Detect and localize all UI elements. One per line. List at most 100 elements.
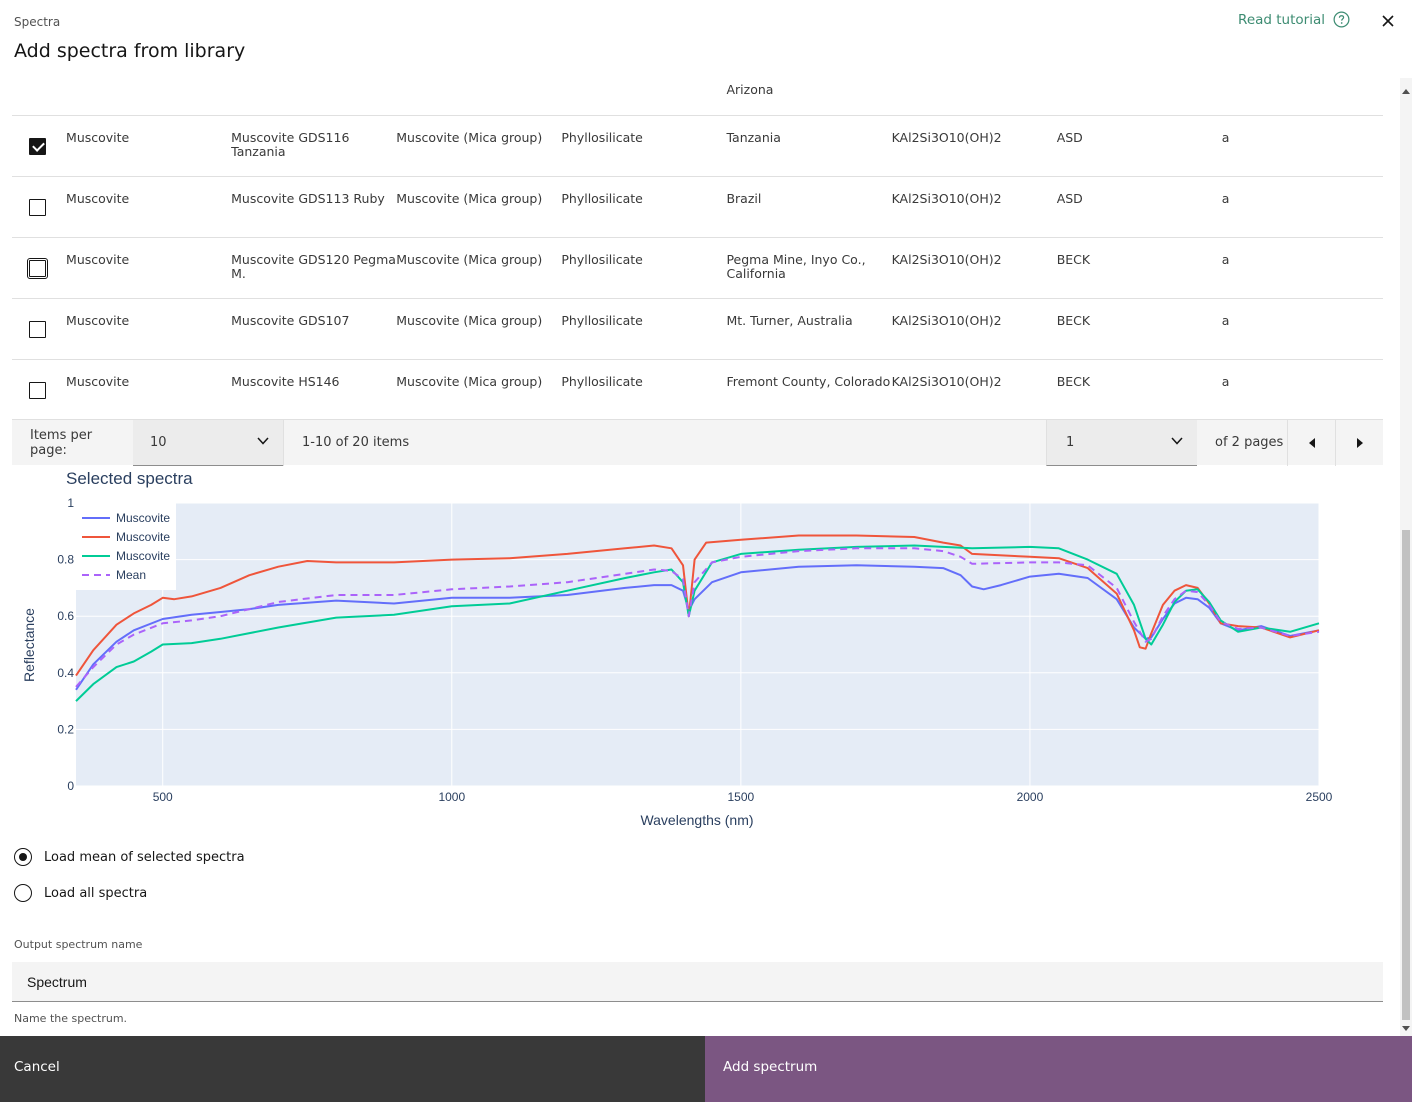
series-line-2 [75, 544, 1320, 702]
read-tutorial-link[interactable]: Read tutorial [1238, 11, 1350, 28]
row-checkbox[interactable] [29, 198, 46, 216]
table-cell-name: Muscovite [66, 115, 232, 177]
chevron-down-icon [1171, 437, 1183, 445]
table-cell-instrument: ASD [1056, 115, 1222, 177]
table-cell-formula: KAl2Si3O10(OH)2 [891, 359, 1057, 421]
table-cell-instrument: BECK [1056, 359, 1222, 421]
series-line-1 [75, 534, 1320, 677]
table-cell-group: Muscovite (Mica group) [396, 298, 562, 360]
x-tick-label: 1000 [438, 790, 465, 804]
table-cell-group: Muscovite (Mica group) [396, 176, 562, 238]
table-cell-group: Muscovite (Mica group) [396, 115, 562, 177]
table-row[interactable]: Muscovite Muscovite GDS113 Ruby Muscovite … [12, 176, 1383, 238]
y-tick-label: 0 [67, 779, 74, 793]
close-icon[interactable] [1378, 11, 1398, 31]
total-pages-text: of 2 pages [1215, 435, 1284, 450]
table-cell-name: Muscovite [66, 237, 232, 299]
page-number-value: 1 [1066, 435, 1075, 450]
row-checkbox[interactable] [29, 320, 46, 338]
row-select-cell [12, 359, 67, 421]
row-select-cell [12, 298, 67, 360]
y-tick-label: 1 [67, 496, 74, 510]
table-row[interactable]: Muscovite Muscovite GDS120 Pegma M. Muscov… [12, 237, 1383, 299]
row-checkbox[interactable] [27, 257, 48, 279]
row-checkbox[interactable] [29, 137, 46, 155]
legend-label: Muscovite [116, 511, 170, 525]
table-cell-grade: a [1221, 298, 1383, 360]
table-row[interactable]: Muscovite Muscovite GDS107 Muscovite (Mica… [12, 298, 1383, 360]
load-mean-radio[interactable]: Load mean of selected spectra [14, 848, 245, 866]
spectra-table: Arizona Muscovite Muscovite GDS116 Tanzan… [12, 78, 1383, 421]
scrollbar-thumb[interactable] [1402, 530, 1410, 1020]
y-tick-label: 0.4 [57, 666, 74, 680]
row-select-cell [12, 176, 67, 238]
table-cell-locality: Brazil [726, 176, 892, 238]
pagination-bar: Items per page: 10 1-10 of 20 items 1 of… [12, 419, 1383, 466]
series-line-3 [75, 547, 1320, 688]
add-spectrum-button[interactable]: Add spectrum [705, 1036, 1412, 1102]
scrollbar[interactable] [1400, 78, 1412, 1036]
table-row[interactable]: Muscovite Muscovite HS146 Muscovite (Mica … [12, 359, 1383, 421]
legend-label: Muscovite [116, 549, 170, 563]
table-cell-class: Phyllosilicate [561, 115, 727, 177]
table-cell-class: Phyllosilicate [561, 298, 727, 360]
read-tutorial-label: Read tutorial [1238, 11, 1325, 28]
series-line-0 [75, 564, 1320, 691]
selected-spectra-chart: Selected spectra 500 1000 1500 2000 2500 0 0.2… [21, 469, 1333, 828]
items-per-page-select[interactable]: 10 [133, 419, 283, 466]
table-cell-sample: Muscovite GDS113 Ruby [231, 176, 397, 238]
cancel-button[interactable]: Cancel [0, 1036, 705, 1102]
table-cell-sample: Muscovite HS146 [231, 359, 397, 421]
radio-button-mean[interactable] [14, 848, 32, 866]
x-axis-label: Wavelengths (nm) [640, 812, 753, 828]
table-cell-formula: KAl2Si3O10(OH)2 [891, 115, 1057, 177]
table-cell-locality: Tanzania [726, 115, 892, 177]
y-tick-label: 0.8 [57, 553, 74, 567]
chevron-down-icon [257, 436, 269, 445]
output-name-helper: Name the spectrum. [14, 1012, 128, 1025]
items-per-page-label: Items per page: [30, 427, 93, 458]
chart-title: Selected spectra [66, 469, 193, 488]
table-cell-grade: a [1221, 115, 1383, 177]
modal-title: Add spectra from library [14, 40, 246, 62]
legend-label: Mean [116, 568, 146, 582]
previous-page-button[interactable] [1287, 420, 1335, 466]
table-cell-class: Phyllosilicate [561, 176, 727, 238]
table-cell-instrument: BECK [1056, 237, 1222, 299]
items-range-text: 1-10 of 20 items [283, 419, 409, 466]
table-cell-locality: Pegma Mine, Inyo Co., California [726, 237, 892, 299]
table-cell-group: Muscovite (Mica group) [396, 237, 562, 299]
table-row[interactable]: Muscovite Muscovite GDS116 Tanzania Muscov… [12, 115, 1383, 177]
load-all-radio[interactable]: Load all spectra [14, 884, 147, 902]
y-tick-label: 0.6 [57, 609, 74, 623]
x-tick-label: 2000 [1017, 790, 1044, 804]
scroll-up-icon[interactable] [1402, 88, 1410, 96]
legend-label: Muscovite [116, 530, 170, 544]
table-cell-formula: KAl2Si3O10(OH)2 [891, 176, 1057, 238]
row-checkbox[interactable] [29, 381, 46, 399]
scroll-down-icon[interactable] [1402, 1024, 1410, 1032]
help-icon [1333, 11, 1350, 28]
table-cell-grade: a [1221, 176, 1383, 238]
x-tick-label: 2500 [1306, 790, 1333, 804]
page-number-select[interactable]: 1 [1046, 420, 1197, 466]
table-row: Arizona [12, 78, 1383, 116]
table-cell-grade: a [1221, 359, 1383, 421]
table-cell-sample: Muscovite GDS107 [231, 298, 397, 360]
y-axis-label: Reflectance [21, 608, 37, 682]
caret-right-icon [1356, 438, 1363, 448]
output-name-input[interactable] [12, 962, 1383, 1002]
radio-button-all[interactable] [14, 884, 32, 902]
table-cell-name: Muscovite [66, 176, 232, 238]
table-cell-name: Muscovite [66, 359, 232, 421]
next-page-button[interactable] [1335, 420, 1383, 466]
output-name-label: Output spectrum name [14, 938, 143, 951]
plot-area [76, 503, 1319, 786]
table-cell-formula: KAl2Si3O10(OH)2 [891, 298, 1057, 360]
modal-label: Spectra [14, 15, 61, 29]
table-cell-instrument: ASD [1056, 176, 1222, 238]
table-cell-class: Phyllosilicate [561, 359, 727, 421]
x-tick-label: 1500 [728, 790, 755, 804]
items-per-page-value: 10 [150, 434, 167, 450]
row-select-cell [12, 237, 67, 299]
